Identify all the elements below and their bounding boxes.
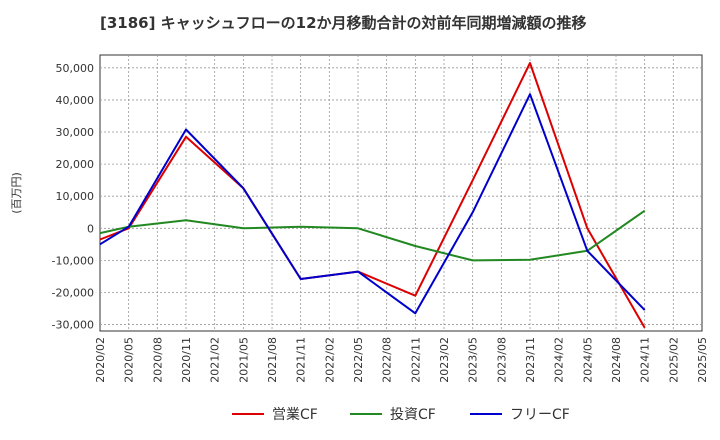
series-line bbox=[99, 93, 646, 315]
y-tick-label: 50,000 bbox=[56, 62, 95, 75]
legend-label: 営業CF bbox=[272, 407, 318, 423]
x-tick-label: 2021/05 bbox=[237, 337, 250, 383]
y-tick-label: 40,000 bbox=[56, 94, 95, 107]
x-tick-label: 2024/05 bbox=[581, 337, 594, 383]
legend-label: フリーCF bbox=[510, 407, 570, 423]
x-tick-label: 2025/02 bbox=[667, 337, 680, 383]
x-tick-label: 2020/11 bbox=[180, 337, 193, 383]
chart-title: [3186] キャッシュフローの12か月移動合計の対前年同期増減額の推移 bbox=[100, 14, 587, 32]
x-tick-label: 2023/11 bbox=[524, 337, 537, 383]
x-tick-label: 2022/08 bbox=[381, 337, 394, 383]
grid bbox=[99, 54, 703, 332]
x-tick-label: 2025/05 bbox=[696, 337, 709, 383]
x-tick-label: 2022/11 bbox=[409, 337, 422, 383]
x-tick-label: 2024/02 bbox=[553, 337, 566, 383]
series-line bbox=[99, 209, 646, 262]
y-tick-label: 20,000 bbox=[56, 158, 95, 171]
x-tick-label: 2022/05 bbox=[352, 337, 365, 383]
x-tick-label: 2023/08 bbox=[495, 337, 508, 383]
axes: 2020/02 2020/05 2020/08 2020/11 2021/02 2021/… bbox=[10, 62, 709, 383]
x-tick-label: 2024/08 bbox=[610, 337, 623, 383]
legend-label: 投資CF bbox=[390, 407, 436, 423]
x-tick-label: 2020/05 bbox=[123, 337, 136, 383]
x-tick-label: 2021/08 bbox=[266, 337, 279, 383]
y-tick-label: -30,000 bbox=[52, 319, 94, 332]
y-tick-label: 30,000 bbox=[56, 126, 95, 139]
x-tick-label: 2020/08 bbox=[151, 337, 164, 383]
x-tick-label: 2024/11 bbox=[639, 337, 652, 383]
x-tick-label: 2023/05 bbox=[467, 337, 480, 383]
legend: 営業CF 投資CF フリーCF bbox=[232, 407, 570, 423]
x-tick-label: 2021/11 bbox=[295, 337, 308, 383]
y-axis-label: (百万円) bbox=[10, 172, 23, 214]
x-tick-label: 2021/02 bbox=[209, 337, 222, 383]
x-tick-label: 2023/02 bbox=[438, 337, 451, 383]
x-tick-label: 2020/02 bbox=[94, 337, 107, 383]
x-tick-label: 2022/02 bbox=[323, 337, 336, 383]
y-tick-label: 10,000 bbox=[56, 190, 95, 203]
y-tick-label: -20,000 bbox=[52, 286, 94, 299]
plot-frame bbox=[99, 54, 703, 332]
y-tick-label: 0 bbox=[87, 222, 94, 235]
y-tick-label: -10,000 bbox=[52, 254, 94, 267]
series-lines bbox=[99, 62, 646, 329]
